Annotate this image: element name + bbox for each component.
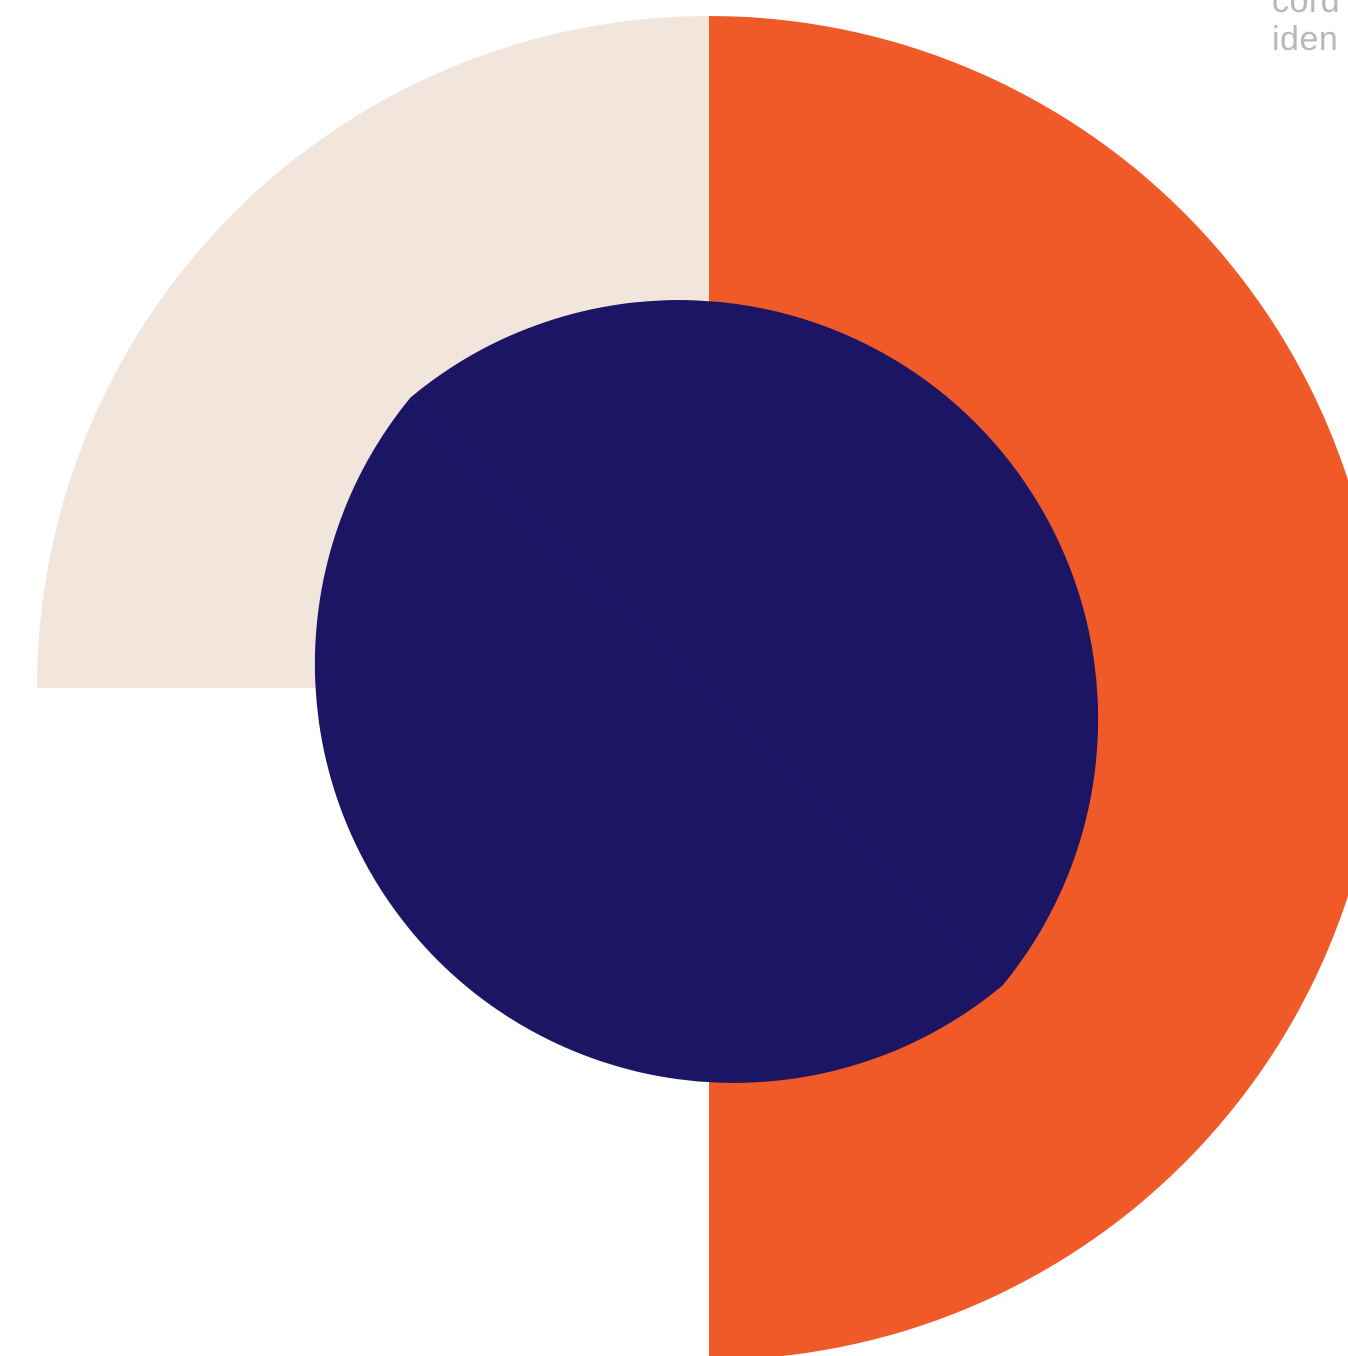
diagonal-divider [410, 397, 1003, 986]
corner-text-line-2: iden [1272, 20, 1339, 58]
corner-text-block: cord iden [1272, 0, 1340, 58]
navy-circle-upper-half [410, 300, 1099, 986]
corner-text-line-1: cord [1272, 0, 1341, 20]
navy-circle-lower-half [314, 397, 1003, 1083]
